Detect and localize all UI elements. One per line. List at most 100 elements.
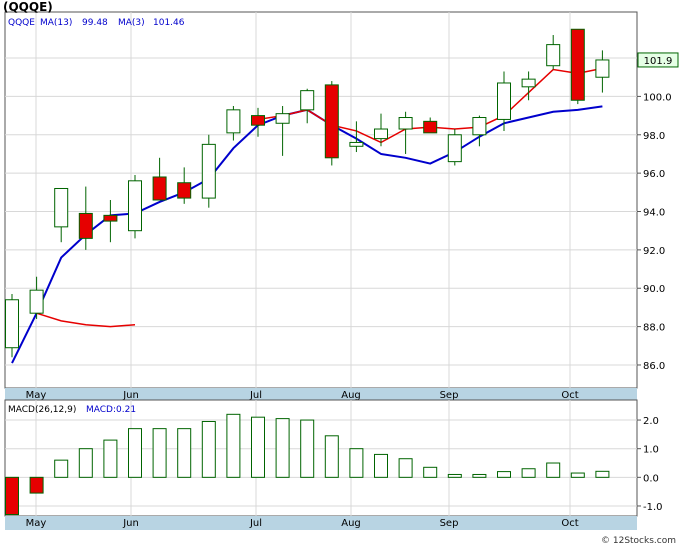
candle-body <box>324 84 339 159</box>
macd-bar <box>5 476 19 516</box>
macd-month-axis-strip <box>5 516 637 530</box>
macd-month-labels: May Jun Jul Aug Sep Oct <box>26 518 579 529</box>
candle <box>201 134 216 208</box>
macd-bar <box>398 458 413 478</box>
price-legend-ma13-label: MA(13) <box>40 18 72 28</box>
macd-bar <box>595 470 610 478</box>
candle-body <box>103 214 118 222</box>
price-month-label: Oct <box>561 390 578 401</box>
macd-bar <box>374 453 388 478</box>
price-month-axis-strip <box>5 388 637 400</box>
price-month-label: Aug <box>341 390 361 401</box>
price-month-label: Jul <box>249 390 262 401</box>
price-legend-ma3-value: 101.46 <box>153 18 185 28</box>
macd-month-label: Oct <box>561 518 578 529</box>
candle-body <box>275 113 290 124</box>
macd-bar <box>201 420 216 478</box>
macd-tick-label: -1.0 <box>643 502 663 513</box>
candle <box>423 117 438 134</box>
candle-body <box>300 90 315 111</box>
macd-legend-label: MACD(26,12,9) <box>8 405 76 415</box>
macd-bar <box>546 462 561 478</box>
candle <box>374 113 388 147</box>
candle <box>78 186 93 250</box>
candle <box>251 107 265 137</box>
candle <box>177 167 192 204</box>
candle <box>54 187 69 243</box>
macd-bar <box>177 428 192 478</box>
price-tick-label: 96.0 <box>643 169 665 180</box>
last-price-box <box>637 52 679 68</box>
macd-bar <box>324 435 339 478</box>
candle <box>128 175 142 239</box>
candle-body <box>54 187 69 228</box>
candle-body <box>5 299 19 349</box>
macd-month-label: Aug <box>341 518 361 529</box>
month-gridlines <box>35 12 571 388</box>
price-tick-label: 98.0 <box>643 131 665 142</box>
candle-body <box>201 143 216 199</box>
price-tick-label: 92.0 <box>643 246 665 257</box>
last-price-marker: 101.9 <box>637 52 679 68</box>
candle-body <box>472 117 487 136</box>
candle <box>300 88 315 124</box>
macd-month-label: Sep <box>440 518 459 529</box>
candle <box>570 28 585 105</box>
macd-bar <box>152 428 167 478</box>
macd-bar <box>472 473 487 478</box>
candle-body <box>349 141 364 147</box>
chart-title: (QQQE) <box>3 0 53 14</box>
candle-body <box>226 109 241 134</box>
macd-bar <box>570 472 585 478</box>
macd-bar <box>275 418 290 478</box>
candle-body <box>78 212 93 239</box>
candle <box>398 111 413 154</box>
macd-bar <box>300 419 315 478</box>
candle <box>447 129 462 166</box>
ma3-line <box>36 312 136 328</box>
candle-body <box>497 82 511 120</box>
macd-bar <box>226 413 241 478</box>
macd-bar <box>423 466 438 478</box>
macd-bar <box>349 448 364 478</box>
candle-body <box>29 289 44 314</box>
price-tick-label: 86.0 <box>643 361 665 372</box>
price-month-label: May <box>26 390 47 401</box>
price-panel-background <box>4 11 638 389</box>
macd-bar <box>54 459 69 478</box>
macd-bar <box>103 439 118 478</box>
candle-body <box>398 117 413 130</box>
price-legend-symbol: QQQE <box>8 18 35 28</box>
candle-body <box>152 176 167 201</box>
candle-body <box>374 128 388 140</box>
macd-bar <box>447 473 462 478</box>
price-legend-ma3-label: MA(3) <box>118 18 145 28</box>
candle <box>275 106 290 156</box>
macd-bar <box>497 471 511 478</box>
price-tick-label: 94.0 <box>643 208 665 219</box>
candle <box>324 81 339 166</box>
candle <box>103 200 118 243</box>
candle-body <box>251 115 265 126</box>
macd-tick-label: 1.0 <box>643 445 659 456</box>
candle-body <box>177 182 192 199</box>
macd-month-label: May <box>26 518 47 529</box>
watermark: © 12Stocks.com <box>601 536 676 546</box>
candle-body <box>595 59 610 78</box>
macd-bar <box>29 476 44 494</box>
candle-body <box>447 134 462 163</box>
macd-bars <box>5 413 610 516</box>
macd-bar <box>128 428 142 478</box>
price-tick-label: 90.0 <box>643 284 665 295</box>
candle-body <box>521 78 536 88</box>
price-legend-ma13-value: 99.48 <box>82 18 108 28</box>
candle <box>226 106 241 141</box>
price-month-labels: May Jun Jul Aug Sep Oct <box>26 390 579 401</box>
candle <box>349 121 364 153</box>
macd-month-label: Jul <box>249 518 262 529</box>
price-tick-label: 100.0 <box>643 92 672 103</box>
candle <box>595 50 610 93</box>
price-tick-label: 88.0 <box>643 323 665 334</box>
